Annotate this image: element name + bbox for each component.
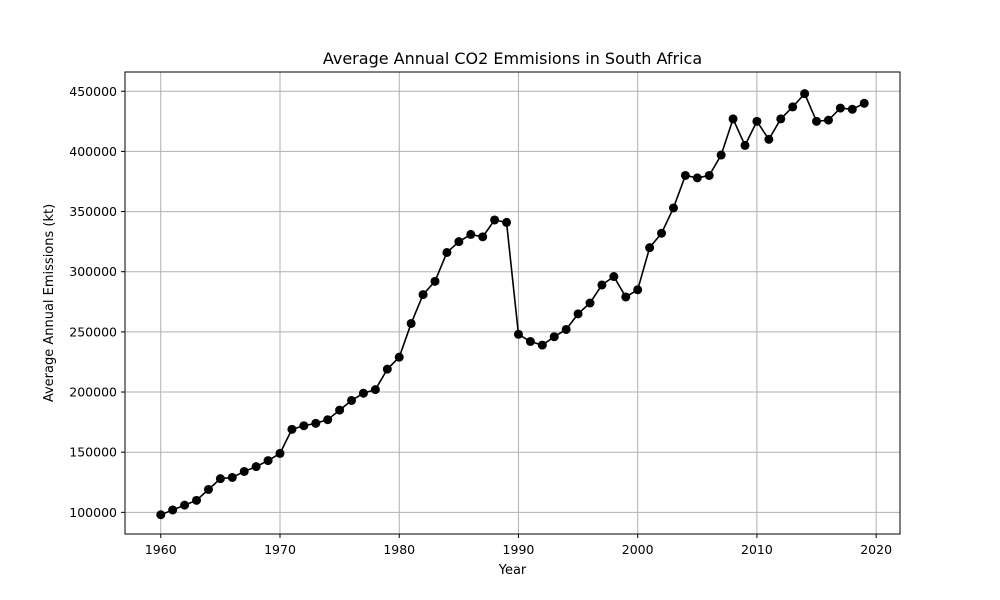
data-point [776,114,786,124]
data-point [203,484,213,494]
data-point [502,217,512,227]
data-point [668,203,678,213]
data-point [430,276,440,286]
data-point [227,472,237,482]
data-point [358,388,368,398]
data-point [478,232,488,242]
data-point [800,89,810,99]
data-point [740,140,750,150]
plot-frame [124,71,901,535]
data-point [525,337,535,346]
data-point [370,385,380,395]
data-point [394,352,404,362]
data-point [609,272,619,282]
data-point [347,395,357,405]
data-point [645,243,655,253]
data-point [215,474,225,484]
data-point [680,170,690,180]
data-point [299,421,309,431]
data-point [788,102,798,112]
x-tick-label: 2000 [622,542,654,557]
data-point [406,318,416,328]
y-axis-ticks: 100000 150000 200000 250000 300000 350000 4000… [69,84,125,520]
x-tick-label: 1980 [383,542,415,557]
data-point [418,290,428,300]
data-point [442,247,452,257]
x-tick-label: 1990 [503,542,535,557]
data-point [573,309,583,319]
data-point [728,114,738,124]
data-point [561,324,571,334]
data-point [847,104,857,114]
data-point [239,466,249,476]
data-point [823,115,833,125]
data-point [275,448,285,458]
y-tick-label: 400000 [69,144,117,159]
data-point [704,170,714,180]
y-tick-label: 450000 [69,84,117,99]
data-point [752,116,762,126]
y-tick-label: 250000 [69,324,117,339]
data-point [549,332,559,342]
series-line [160,92,865,516]
data-point [287,424,297,434]
x-tick-label: 1960 [145,542,177,557]
y-axis-label: Average Annual Emissions (kt) [42,204,57,402]
data-points [156,89,869,520]
data-point [597,280,607,290]
data-point [192,495,202,505]
chart-title: Average Annual CO2 Emmisions in South Af… [323,49,702,68]
data-point [466,229,476,239]
data-point [621,292,631,302]
data-point [168,505,178,515]
data-point [311,418,321,428]
data-point [382,364,392,374]
grid-lines [125,72,900,534]
y-tick-label: 100000 [69,505,117,520]
y-tick-label: 300000 [69,264,117,279]
data-point [323,415,333,425]
y-tick-label: 350000 [69,204,117,219]
x-tick-label: 2010 [741,542,773,557]
data-point [454,237,464,247]
x-tick-label: 1970 [264,542,296,557]
data-point [335,405,345,415]
data-point [859,98,869,108]
x-axis-label: Year [498,563,527,578]
x-tick-label: 2020 [860,542,892,557]
data-point [251,462,261,472]
data-point [716,150,726,160]
data-point [633,285,643,295]
data-point [537,340,547,350]
y-tick-label: 200000 [69,385,117,400]
x-axis-ticks: 1960 1970 1980 1990 2000 2010 2020 [145,534,892,557]
data-point [835,103,845,113]
data-point [657,228,667,238]
data-point [585,298,595,308]
data-point [513,329,523,339]
data-point [812,116,822,126]
data-point [180,500,190,510]
data-point [156,510,166,520]
data-point [692,173,702,183]
y-tick-label: 150000 [69,445,117,460]
data-point [764,134,774,144]
data-point [490,215,500,225]
data-point [263,456,273,466]
